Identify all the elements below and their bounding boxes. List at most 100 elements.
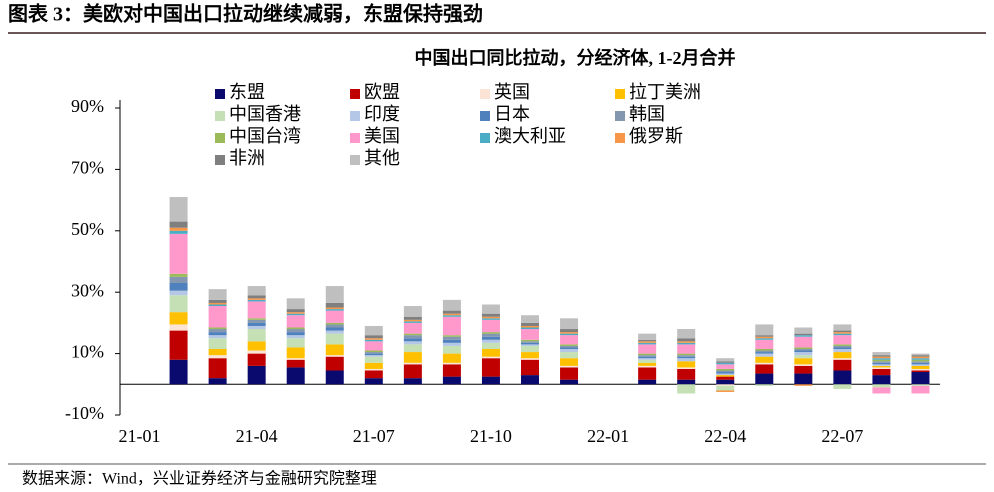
bar-segment — [716, 373, 735, 376]
bar-segment — [247, 318, 266, 320]
bar-segment — [677, 329, 696, 339]
bar-segment — [911, 361, 930, 363]
bar-segment — [716, 375, 735, 377]
bar-segment — [794, 355, 813, 359]
bar-segment — [794, 364, 813, 366]
bar-segment — [677, 344, 696, 354]
source: 数据来源：Wind，兴业证券经济与金融研究院整理 — [22, 470, 377, 488]
bar-segment — [755, 338, 774, 340]
bar-segment — [325, 327, 344, 331]
y-tick-label: 70% — [71, 158, 104, 178]
bar-segment — [169, 197, 188, 222]
bar-segment — [794, 335, 813, 337]
bar-segment — [911, 364, 930, 366]
bar-segment — [442, 315, 461, 317]
bar-segment — [169, 227, 188, 231]
bar-segment — [677, 367, 696, 369]
bar-segment — [442, 353, 461, 363]
bar-segment — [833, 344, 852, 346]
bar-segment — [833, 330, 852, 333]
bar-segment — [677, 361, 696, 368]
bar-segment — [286, 359, 305, 368]
bar-segment — [247, 286, 266, 296]
bar-segment — [325, 330, 344, 334]
bar-segment — [872, 365, 891, 368]
bar-segment — [286, 312, 305, 314]
bar-segment — [481, 316, 500, 319]
bar-segment — [169, 324, 188, 331]
bar-segment — [560, 365, 579, 368]
legend-label: 东盟 — [229, 82, 265, 102]
bar-segment — [716, 384, 735, 386]
bar-segment — [638, 367, 657, 380]
bar-segment — [794, 373, 813, 385]
bar-segment — [911, 353, 930, 356]
bar-segment — [403, 322, 422, 334]
bar-segment — [208, 304, 227, 307]
bar-segment — [833, 324, 852, 331]
bar-segment — [286, 315, 305, 328]
bar-segment — [403, 344, 422, 353]
bar-segment — [560, 367, 579, 380]
bar-segment — [247, 365, 266, 385]
bar-segment — [755, 352, 774, 354]
legend-swatch — [615, 133, 625, 143]
bar-segment — [286, 358, 305, 360]
bar-segment — [560, 348, 579, 353]
y-tick-label: -10% — [65, 403, 104, 423]
bar-segment — [325, 324, 344, 328]
legend-swatch — [480, 133, 490, 143]
bar-segment — [364, 370, 383, 379]
bar-segment — [716, 362, 735, 365]
legend-label: 美国 — [364, 126, 400, 146]
bar-segment — [364, 341, 383, 351]
bar-segment — [481, 304, 500, 314]
bar-segment — [247, 322, 266, 326]
bar-segment — [169, 221, 188, 228]
bar-segment — [247, 341, 266, 351]
bar-segment — [403, 321, 422, 323]
bar-segment — [325, 310, 344, 323]
bar-segment — [521, 325, 539, 328]
bar-segment — [247, 298, 266, 300]
bar-segment — [833, 335, 852, 345]
bar-segment — [794, 350, 813, 353]
legend-swatch — [615, 111, 625, 121]
legend-swatch — [350, 155, 360, 165]
legend-label: 韩国 — [629, 104, 665, 124]
bar-segment — [481, 336, 500, 340]
x-tick-label: 22-04 — [704, 426, 746, 446]
bar-segment — [833, 347, 852, 349]
x-tick-label: 22-01 — [587, 426, 629, 446]
bar-segment — [364, 356, 383, 363]
bar-segment — [442, 299, 461, 311]
y-tick-label: 90% — [71, 96, 104, 116]
bar-segment — [677, 353, 696, 356]
bar-segment — [794, 327, 813, 334]
bar-segment — [364, 350, 383, 353]
bar-segment — [481, 356, 500, 359]
bar-segment — [169, 282, 188, 291]
bar-segment — [794, 352, 813, 356]
bar-segment — [560, 347, 579, 349]
bar-segment — [403, 338, 422, 342]
legend-swatch — [480, 111, 490, 121]
legend-label: 俄罗斯 — [629, 126, 683, 146]
bar-segment — [481, 348, 500, 357]
legend-label: 日本 — [494, 104, 530, 124]
x-tick-label: 22-07 — [821, 426, 863, 446]
bar-segment — [442, 342, 461, 346]
bar-segment — [521, 327, 539, 330]
bar-segment — [833, 352, 852, 359]
bar-segment — [911, 358, 930, 360]
bar-segment — [247, 350, 266, 354]
bar-segment — [403, 319, 422, 322]
bar-segment — [521, 359, 539, 376]
bar-segment — [442, 316, 461, 336]
bar-segment — [755, 348, 774, 351]
bar-segment — [560, 332, 579, 334]
bar-segment — [364, 352, 383, 354]
legend-label: 英国 — [494, 82, 530, 102]
bar-segment — [521, 352, 539, 359]
bar-segment — [481, 332, 500, 334]
